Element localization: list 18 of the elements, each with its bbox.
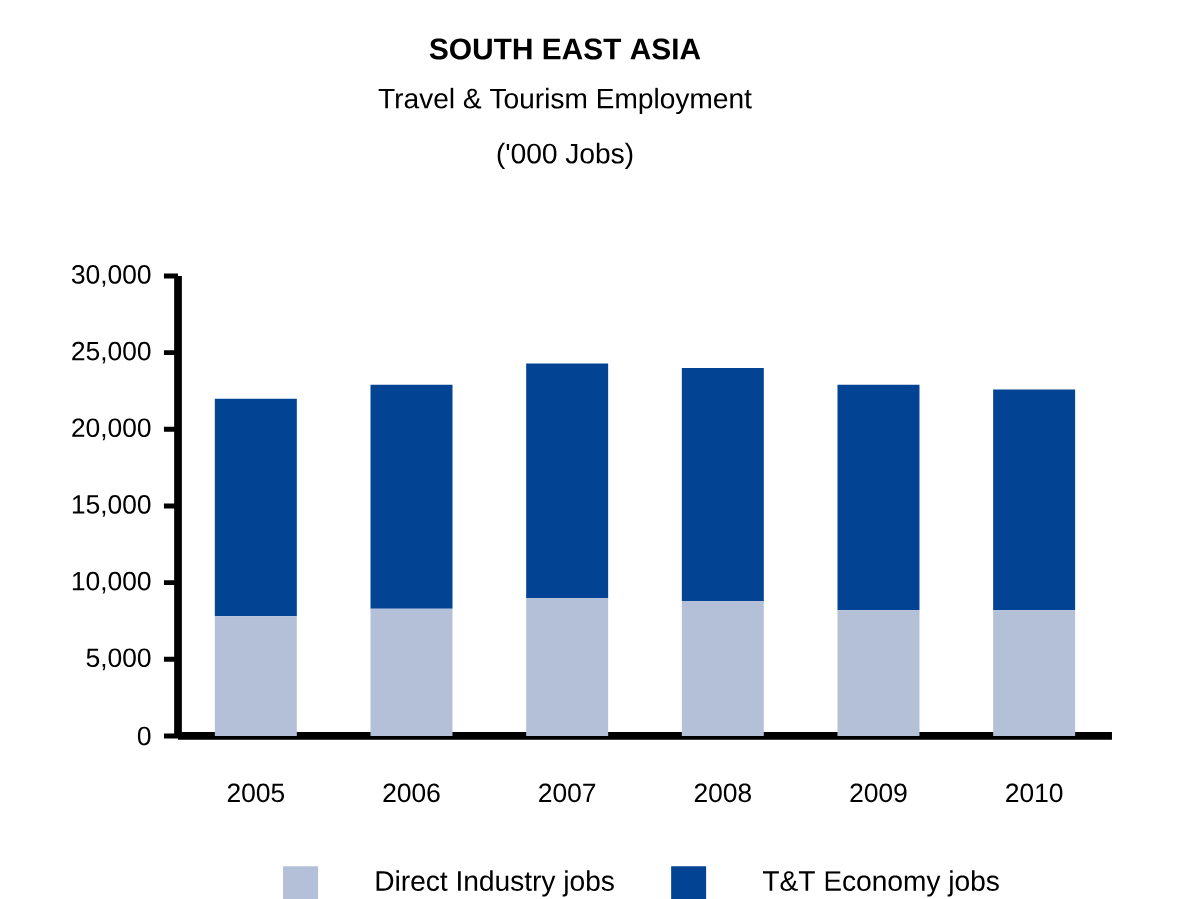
x-tick-label: 2010 [1006,783,1063,803]
y-tick-label: 25,000 [72,341,151,364]
x-tick-label: 2005 [227,783,285,803]
y-tick-label: 30,000 [71,265,151,287]
y-tick-label: 15,000 [72,495,151,517]
x-tick-label: 2009 [850,783,907,803]
y-tick-label: 5,000 [86,648,151,671]
y-tick-label: 20,000 [72,418,151,441]
y-tick-label: 0 [137,726,151,746]
legend-label: Direct Industry jobs [376,870,614,897]
x-tick-label: 2007 [539,783,596,803]
chart-subtitle: Travel & Tourism Employment [378,87,752,115]
legend-label: T&T Economy jobs [762,870,999,897]
x-tick-label: 2006 [383,783,440,803]
y-tick-label: 10,000 [72,571,151,594]
y-axis-title: ('000 Jobs) [497,142,633,170]
x-tick-label: 2008 [694,783,751,803]
chart-title: SOUTH EAST ASIA [429,38,701,60]
